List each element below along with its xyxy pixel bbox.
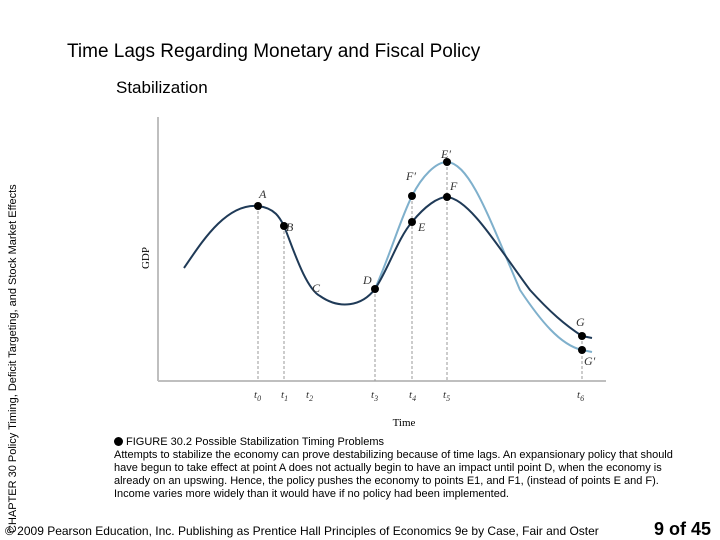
label-G-prime: G′ [584, 354, 596, 368]
point-D [371, 285, 379, 293]
figure-caption: FIGURE 30.2 Possible Stabilization Timin… [114, 436, 694, 501]
tick-t5: t5 [443, 389, 450, 403]
tick-t0: t0 [254, 389, 261, 403]
caption-body: Attempts to stabilize the economy can pr… [114, 449, 673, 500]
destabilized-path [374, 160, 593, 353]
label-F: F [449, 179, 458, 193]
label-A: A [258, 187, 267, 201]
x-axis-label: Time [393, 417, 416, 429]
pearson-logo-icon [114, 437, 123, 446]
tick-t4: t4 [409, 389, 416, 403]
label-D: D [362, 273, 372, 287]
point-E-prime [443, 158, 451, 166]
point-G-prime [578, 346, 586, 354]
label-E-prime: E′ [440, 147, 451, 161]
label-F-prime: F′ [405, 169, 416, 183]
point-A [254, 202, 262, 210]
point-G [578, 332, 586, 340]
tick-t1: t1 [281, 389, 288, 403]
label-G: G [576, 315, 585, 329]
label-C: C [312, 281, 321, 295]
tick-t3: t3 [371, 389, 378, 403]
tick-t6: t6 [577, 389, 584, 403]
copyright-footer: © 2009 Pearson Education, Inc. Publishin… [5, 524, 599, 538]
slide-subtitle: Stabilization [116, 78, 208, 97]
base-path [183, 195, 593, 339]
tick-t2: t2 [306, 389, 313, 403]
point-F [443, 193, 451, 201]
y-axis-label: GDP [140, 247, 152, 269]
point-F-prime [408, 192, 416, 200]
page-number: 9 of 45 [654, 519, 712, 539]
point-E [408, 218, 416, 226]
label-E: E [417, 220, 426, 234]
point-B [280, 222, 288, 230]
label-B: B [286, 220, 294, 234]
caption-heading: FIGURE 30.2 Possible Stabilization Timin… [126, 436, 384, 448]
slide-title: Time Lags Regarding Monetary and Fiscal … [67, 41, 481, 62]
